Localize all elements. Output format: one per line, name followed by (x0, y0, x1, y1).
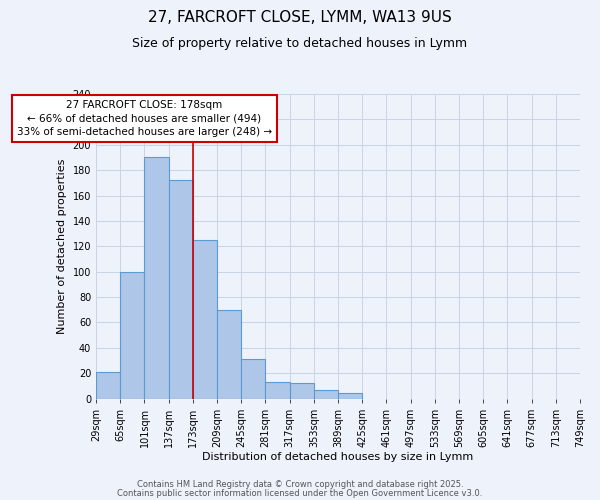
Bar (265, 382, 290, 398)
Bar (314, 390, 338, 398)
Bar (241, 359, 265, 399)
Bar (217, 310, 241, 398)
Text: Contains public sector information licensed under the Open Government Licence v3: Contains public sector information licen… (118, 488, 482, 498)
Bar (338, 394, 362, 398)
Bar (145, 158, 169, 398)
Text: Contains HM Land Registry data © Crown copyright and database right 2025.: Contains HM Land Registry data © Crown c… (137, 480, 463, 489)
Bar (120, 272, 145, 398)
Text: Size of property relative to detached houses in Lymm: Size of property relative to detached ho… (133, 38, 467, 51)
Text: 27 FARCROFT CLOSE: 178sqm
← 66% of detached houses are smaller (494)
33% of semi: 27 FARCROFT CLOSE: 178sqm ← 66% of detac… (17, 100, 272, 136)
Y-axis label: Number of detached properties: Number of detached properties (57, 158, 67, 334)
Bar (290, 384, 314, 398)
Bar (96, 372, 120, 398)
Bar (169, 180, 193, 398)
Bar (193, 240, 217, 398)
Text: 27, FARCROFT CLOSE, LYMM, WA13 9US: 27, FARCROFT CLOSE, LYMM, WA13 9US (148, 10, 452, 25)
X-axis label: Distribution of detached houses by size in Lymm: Distribution of detached houses by size … (202, 452, 473, 462)
